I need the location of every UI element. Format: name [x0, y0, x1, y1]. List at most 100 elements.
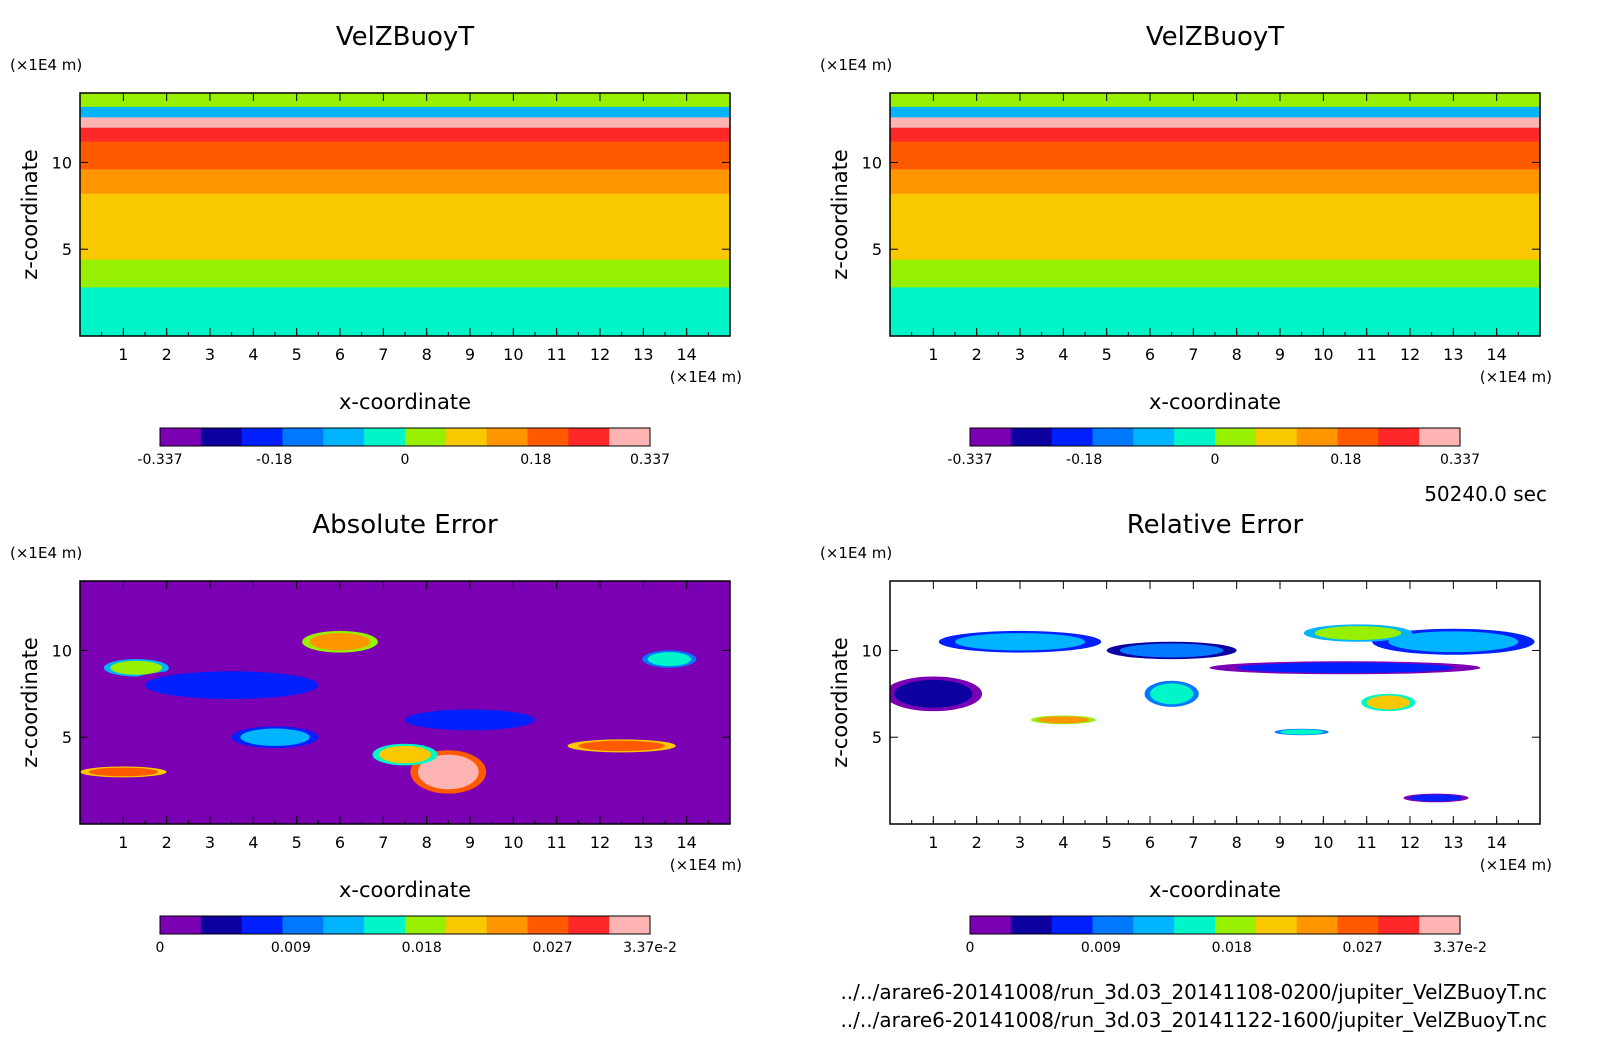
chart-panel-2: VelZBuoyT(×1E4 m)1 2 3 4 5 6 7 8 9 10 11 12 13 14510(… [820, 22, 1552, 468]
x-tick-label: 7 [1188, 345, 1198, 364]
colorbar-label: 3.37e-2 [623, 940, 677, 956]
x-axis-label: x-coordinate [1149, 390, 1281, 414]
y-tick-label: 10 [862, 641, 882, 660]
colorbar-swatch [568, 916, 610, 934]
colorbar-label: -0.18 [1066, 452, 1102, 468]
x-tick-label: 7 [378, 833, 388, 852]
x-tick-label: 12 [1400, 833, 1420, 852]
x-tick-label: 5 [292, 833, 302, 852]
x-tick-label: 10 [1313, 345, 1333, 364]
colorbar-swatch [1255, 916, 1298, 934]
x-tick-label: 12 [590, 345, 610, 364]
y-tick-label: 5 [872, 728, 882, 747]
colorbar-swatch [160, 428, 202, 446]
colorbar-swatch [1092, 428, 1134, 446]
x-tick-label: 12 [590, 833, 610, 852]
field-blob [1280, 729, 1324, 735]
colorbar-label: 0.018 [402, 940, 442, 956]
field-blob [240, 728, 310, 746]
colorbar-frame [159, 915, 651, 935]
plot-background [890, 581, 1540, 824]
x-tick-label: 12 [1400, 345, 1420, 364]
x-tick-label: 8 [1232, 345, 1242, 364]
y-tick-label: 5 [62, 728, 72, 747]
x-tick-label: 11 [1356, 833, 1376, 852]
plot-background [80, 581, 730, 824]
colorbar-frame [159, 427, 651, 447]
x-tick-label: 14 [676, 345, 696, 364]
field-blob [894, 679, 973, 708]
colorbar-swatch [323, 916, 365, 934]
chart-panel-4: Relative Error(×1E4 m)1 2 3 4 5 6 7 8 9 10 11 12 13 1… [820, 510, 1552, 956]
colorbar-label: 0.18 [1330, 452, 1361, 468]
x-tick-label: 13 [1443, 345, 1463, 364]
colorbar-swatch [1215, 916, 1257, 934]
x-tick-label: 1 [118, 345, 128, 364]
colorbar-swatch [1378, 916, 1420, 934]
chart-title: Relative Error [1127, 510, 1304, 540]
field-blob [1150, 683, 1194, 705]
colorbar-swatch [1255, 428, 1298, 446]
x-tick-label: 10 [1313, 833, 1333, 852]
x-tick-label: 3 [205, 833, 215, 852]
plot-area [80, 581, 730, 824]
x-axis-label: x-coordinate [1149, 878, 1281, 902]
field-blob [1037, 716, 1090, 724]
colorbar-label: 0.009 [271, 940, 311, 956]
y-tick-label: 5 [872, 240, 882, 259]
field-blob [955, 633, 1085, 651]
y-unit-label: (×1E4 m) [10, 56, 82, 74]
colorbar-swatch [241, 916, 283, 934]
colorbar-label: 0 [156, 940, 165, 956]
colorbar-frame [969, 427, 1461, 447]
y-tick-label: 10 [52, 153, 72, 172]
colorbar-label: 0 [401, 452, 410, 468]
colorbar-label: 0.18 [520, 452, 551, 468]
colorbar-swatch [568, 428, 610, 446]
x-tick-label: 2 [972, 345, 982, 364]
colorbar-swatch [200, 428, 243, 446]
time-label: 50240.0 sec [1424, 482, 1547, 506]
colorbar-swatch [970, 916, 1012, 934]
x-tick-label: 6 [1145, 345, 1155, 364]
x-tick-label: 6 [1145, 833, 1155, 852]
y-unit-label: (×1E4 m) [820, 56, 892, 74]
colorbar-frame [969, 915, 1461, 935]
colorbar-swatch [445, 428, 488, 446]
x-tick-label: 8 [1232, 833, 1242, 852]
colorbar-swatch [1296, 428, 1338, 446]
field-blob [578, 740, 666, 752]
field-blob [418, 754, 479, 790]
field-blob [405, 709, 535, 731]
field-blob [145, 671, 319, 700]
colorbar-swatch [486, 916, 528, 934]
colorbar-swatch [364, 428, 406, 446]
x-tick-label: 5 [292, 345, 302, 364]
y-axis-label: z-coordinate [18, 637, 42, 768]
x-tick-label: 9 [1275, 833, 1285, 852]
colorbar-label: 0.027 [1343, 940, 1383, 956]
x-unit-label: (×1E4 m) [670, 856, 742, 874]
y-tick-label: 10 [52, 641, 72, 660]
colorbar-swatch [1419, 916, 1461, 934]
y-unit-label: (×1E4 m) [10, 544, 82, 562]
x-tick-label: 13 [633, 833, 653, 852]
x-tick-label: 1 [928, 833, 938, 852]
colorbar-swatch [200, 916, 243, 934]
colorbar-label: -0.337 [137, 452, 182, 468]
colorbar-label: -0.337 [947, 452, 992, 468]
field-blob [309, 633, 371, 651]
field-blob [1410, 794, 1462, 802]
x-tick-label: 9 [1275, 345, 1285, 364]
colorbar-swatch [527, 428, 569, 446]
x-tick-label: 9 [465, 833, 475, 852]
colorbar-swatch [241, 428, 283, 446]
x-tick-label: 1 [928, 345, 938, 364]
y-tick-label: 5 [62, 240, 72, 259]
x-axis-label: x-coordinate [339, 390, 471, 414]
colorbar-swatch [1337, 428, 1379, 446]
x-tick-label: 2 [972, 833, 982, 852]
x-tick-label: 7 [378, 345, 388, 364]
x-tick-label: 4 [248, 345, 258, 364]
